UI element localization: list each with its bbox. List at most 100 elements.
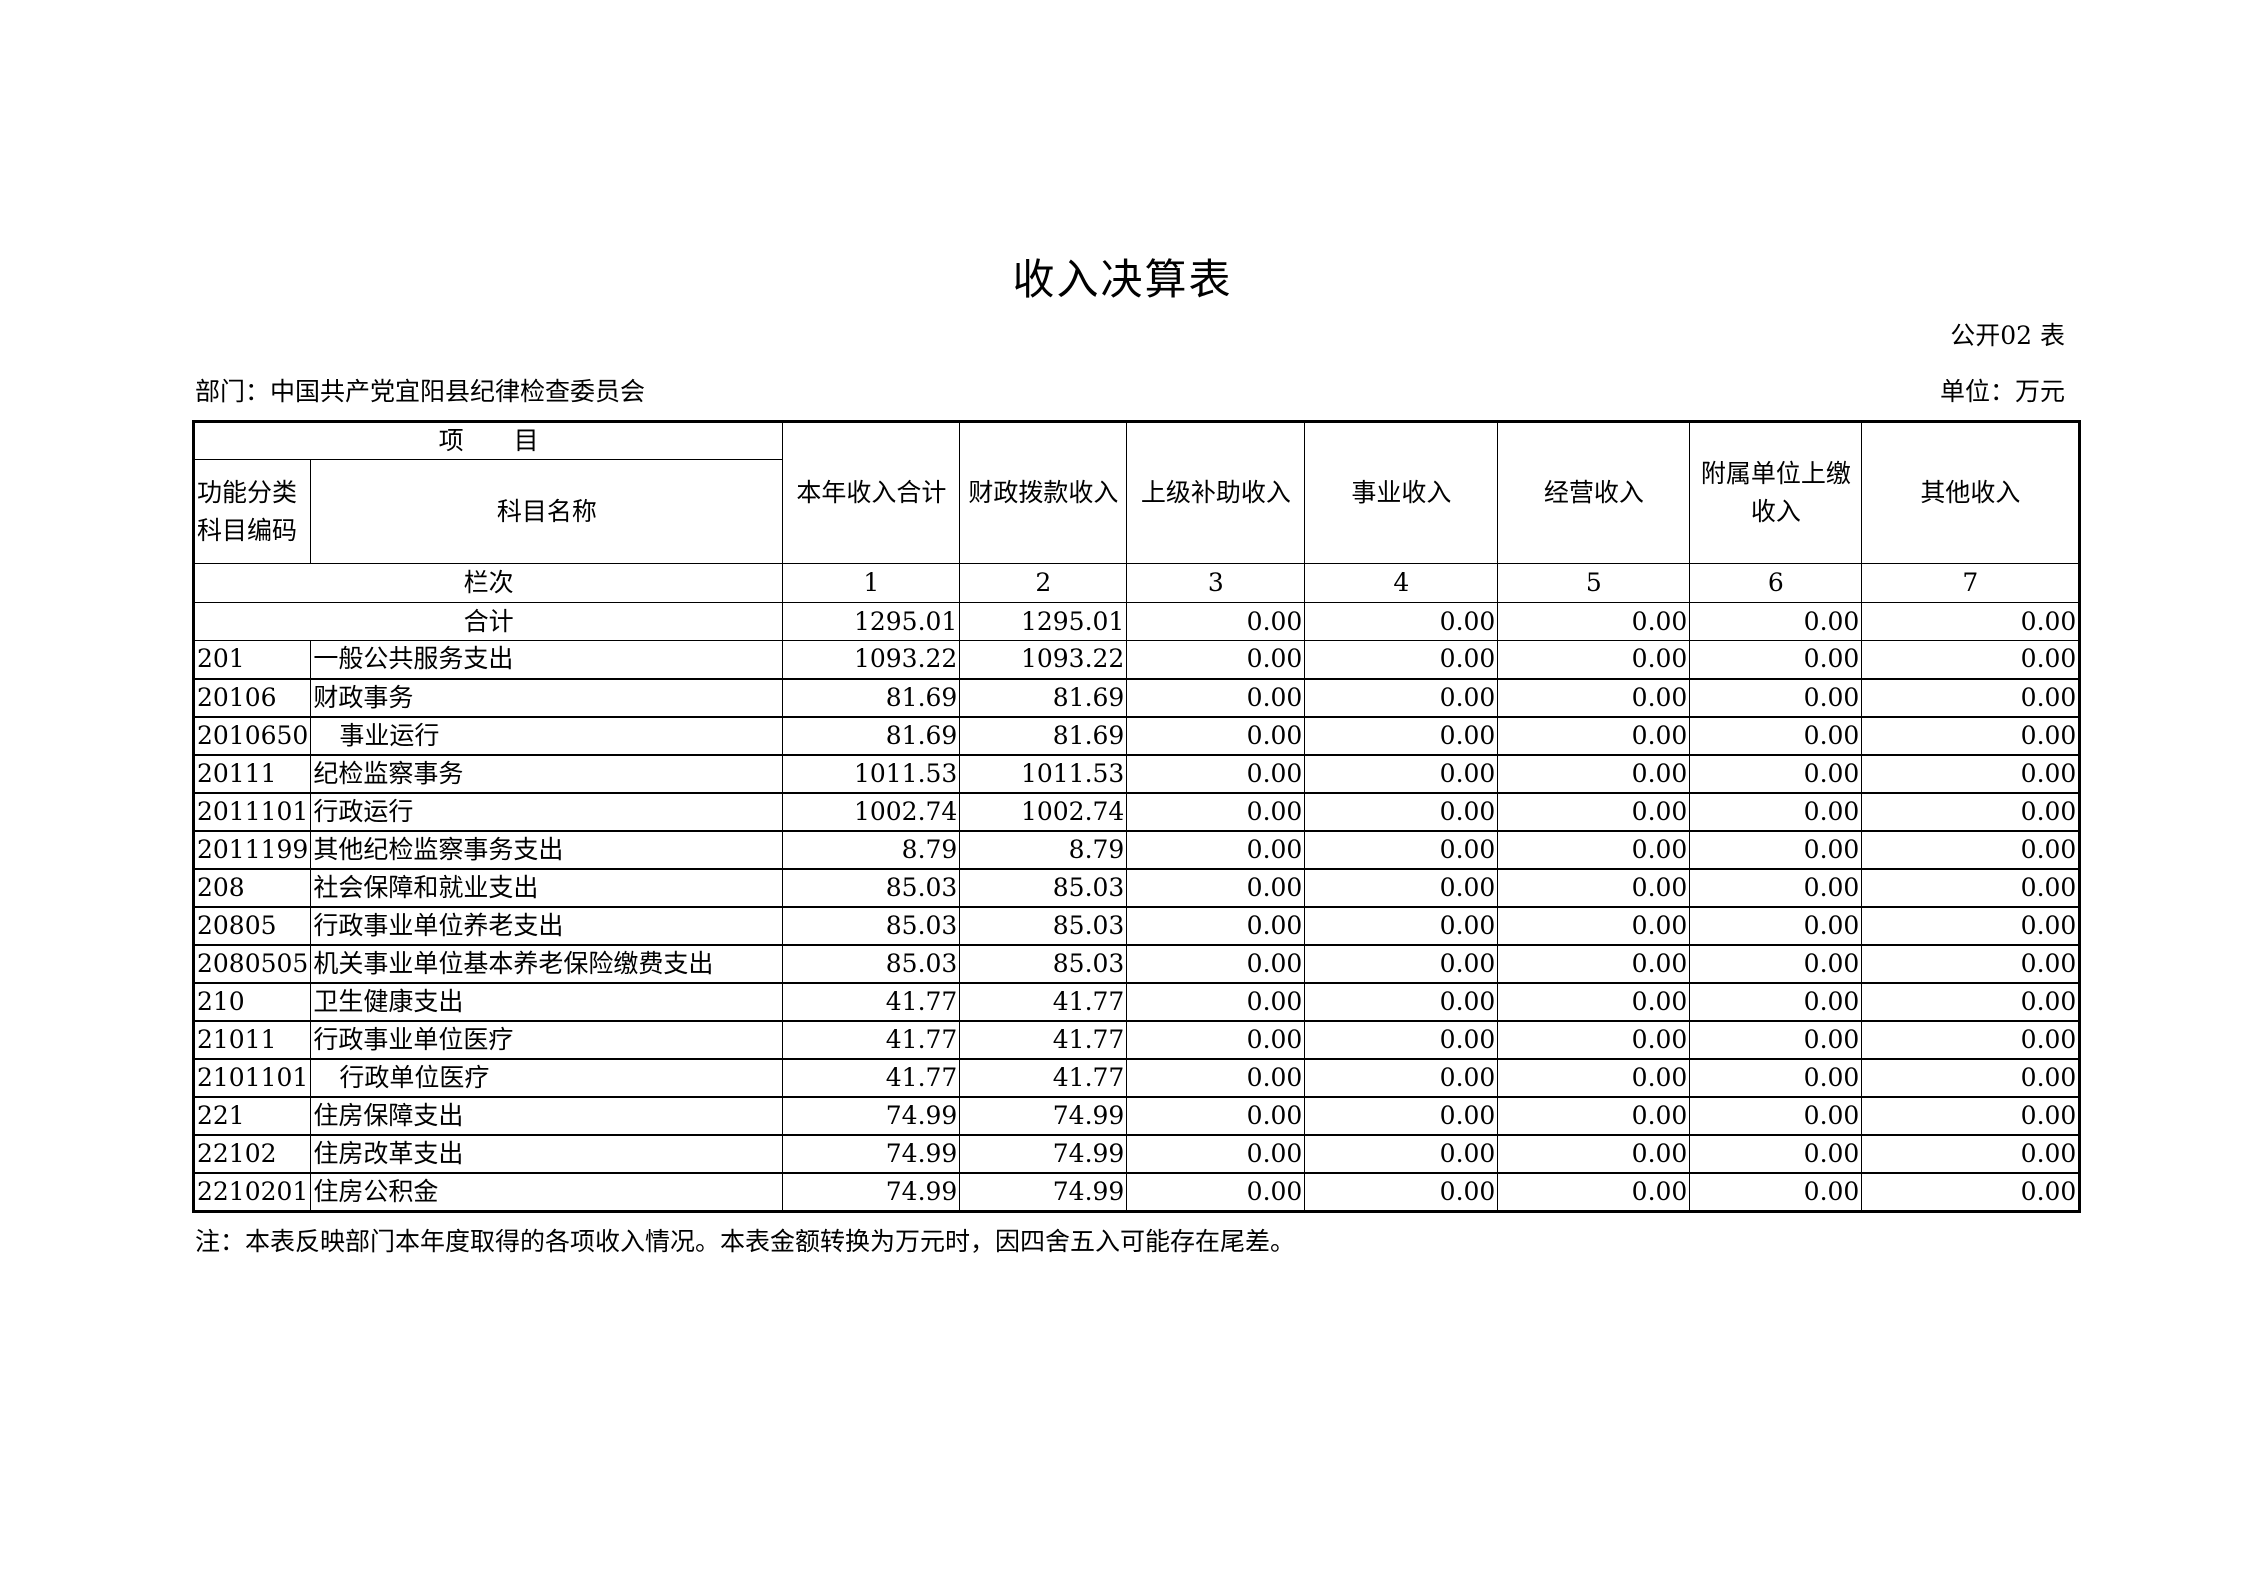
row-value: 41.77 <box>782 982 961 1022</box>
row-code: 2011199 <box>192 830 312 870</box>
row-value: 0.00 <box>1304 792 1499 832</box>
header-name: 科目名称 <box>310 459 784 564</box>
row-code: 221 <box>192 1096 312 1136</box>
row-value: 74.99 <box>782 1134 961 1174</box>
footnote: 注：本表反映部门本年度取得的各项收入情况。本表金额转换为万元时，因四舍五入可能存… <box>195 1227 1296 1256</box>
row-value: 85.03 <box>959 906 1128 946</box>
row-value: 0.00 <box>1861 716 2081 756</box>
row-name: 纪检监察事务 <box>310 754 784 794</box>
table-row: 22102 住房改革支出 74.99 74.99 0.00 0.00 0.00 0.00 0.0… <box>192 1134 2081 1174</box>
row-value: 85.03 <box>959 944 1128 984</box>
header-col-1: 本年收入合计 <box>782 421 961 564</box>
header-col-4: 事业收入 <box>1304 421 1499 564</box>
row-value: 0.00 <box>1861 1058 2081 1098</box>
table-row: 21011 行政事业单位医疗 41.77 41.77 0.00 0.00 0.00 0.00 0… <box>192 1020 2081 1060</box>
row-value: 0.00 <box>1861 1096 2081 1136</box>
header-col-7: 其他收入 <box>1861 421 2081 564</box>
row-value: 0.00 <box>1497 754 1691 794</box>
row-value: 1011.53 <box>959 754 1128 794</box>
row-value: 0.00 <box>1126 944 1306 984</box>
table-row: 2010650 事业运行 81.69 81.69 0.00 0.00 0.00 0.00 0.0… <box>192 716 2081 756</box>
row-value: 0.00 <box>1126 792 1306 832</box>
row-value: 0.00 <box>1304 678 1499 718</box>
row-value: 85.03 <box>959 868 1128 908</box>
row-name: 行政事业单位医疗 <box>310 1020 784 1060</box>
row-value: 0.00 <box>1126 1172 1306 1212</box>
row-code: 20805 <box>192 906 312 946</box>
header-code: 功能分类 科目编码 <box>192 459 312 564</box>
table-row: 20111 纪检监察事务 1011.53 1011.53 0.00 0.00 0.00 0.0… <box>192 754 2081 794</box>
row-value: 0.00 <box>1497 716 1691 756</box>
row-value: 0.00 <box>1126 1020 1306 1060</box>
row-value: 0.00 <box>1689 716 1863 756</box>
row-name: 行政运行 <box>310 792 784 832</box>
unit-label: 单位：万元 <box>1939 377 2065 406</box>
row-value: 0.00 <box>1304 1134 1499 1174</box>
row-value: 41.77 <box>959 1020 1128 1060</box>
row-value: 85.03 <box>782 944 961 984</box>
row-name: 事业运行 <box>310 716 784 756</box>
row-value: 0.00 <box>1126 1058 1306 1098</box>
table-row: 2011101 行政运行 1002.74 1002.74 0.00 0.00 0.00 0.0… <box>192 792 2081 832</box>
header-code-line2: 科目编码 <box>197 515 298 545</box>
row-value: 74.99 <box>959 1134 1128 1174</box>
row-value: 85.03 <box>782 868 961 908</box>
row-value: 0.00 <box>1497 1172 1691 1212</box>
row-value: 0.00 <box>1304 906 1499 946</box>
row-value: 1002.74 <box>959 792 1128 832</box>
row-value: 8.79 <box>782 830 961 870</box>
row-value: 81.69 <box>782 678 961 718</box>
row-value: 0.00 <box>1497 678 1691 718</box>
row-name: 社会保障和就业支出 <box>310 868 784 908</box>
row-value: 0.00 <box>1689 1020 1863 1060</box>
row-name: 一般公共服务支出 <box>310 640 784 680</box>
row-value: 41.77 <box>782 1020 961 1060</box>
row-value: 0.00 <box>1304 1172 1499 1212</box>
table-row: 2011199 其他纪检监察事务支出 8.79 8.79 0.00 0.00 0.00 0.0… <box>192 830 2081 870</box>
row-value: 0.00 <box>1304 868 1499 908</box>
row-name: 住房公积金 <box>310 1172 784 1212</box>
row-value: 0.00 <box>1689 868 1863 908</box>
row-value: 0.00 <box>1126 868 1306 908</box>
row-value: 0.00 <box>1689 944 1863 984</box>
row-code: 2080505 <box>192 944 312 984</box>
row-value: 0.00 <box>1304 1058 1499 1098</box>
row-value: 0.00 <box>1126 640 1306 680</box>
row-code: 20106 <box>192 678 312 718</box>
row-value: 0.00 <box>1861 754 2081 794</box>
total-value: 0.00 <box>1497 602 1691 641</box>
row-value: 0.00 <box>1304 1096 1499 1136</box>
row-value: 0.00 <box>1861 640 2081 680</box>
seq-cell: 1 <box>782 563 961 603</box>
row-value: 0.00 <box>1861 1020 2081 1060</box>
table-row: 210 卫生健康支出 41.77 41.77 0.00 0.00 0.00 0.00 0.00 <box>192 982 2081 1022</box>
row-value: 0.00 <box>1126 982 1306 1022</box>
row-name: 财政事务 <box>310 678 784 718</box>
row-value: 0.00 <box>1126 1096 1306 1136</box>
row-value: 0.00 <box>1689 906 1863 946</box>
row-value: 0.00 <box>1689 678 1863 718</box>
row-name: 卫生健康支出 <box>310 982 784 1022</box>
row-value: 0.00 <box>1861 906 2081 946</box>
table-row: 2101101 行政单位医疗 41.77 41.77 0.00 0.00 0.00 0.00 0… <box>192 1058 2081 1098</box>
header-code-line1: 功能分类 <box>197 477 298 507</box>
row-code: 210 <box>192 982 312 1022</box>
row-value: 1093.22 <box>959 640 1128 680</box>
row-code: 22102 <box>192 1134 312 1174</box>
seq-cell: 2 <box>959 563 1128 603</box>
row-value: 0.00 <box>1497 830 1691 870</box>
income-table: 项 目 本年收入合计 财政拨款收入 上级补助收入 事业收入 经营收入 附属单位上… <box>192 420 2082 1213</box>
row-value: 0.00 <box>1497 944 1691 984</box>
row-code: 20111 <box>192 754 312 794</box>
row-code: 2210201 <box>192 1172 312 1212</box>
row-value: 0.00 <box>1861 944 2081 984</box>
row-value: 0.00 <box>1689 792 1863 832</box>
row-value: 0.00 <box>1126 716 1306 756</box>
row-value: 0.00 <box>1689 640 1863 680</box>
row-value: 81.69 <box>782 716 961 756</box>
row-value: 0.00 <box>1689 1134 1863 1174</box>
row-value: 0.00 <box>1861 1172 2081 1212</box>
row-name: 行政事业单位养老支出 <box>310 906 784 946</box>
row-code: 2010650 <box>192 716 312 756</box>
row-name: 其他纪检监察事务支出 <box>310 830 784 870</box>
